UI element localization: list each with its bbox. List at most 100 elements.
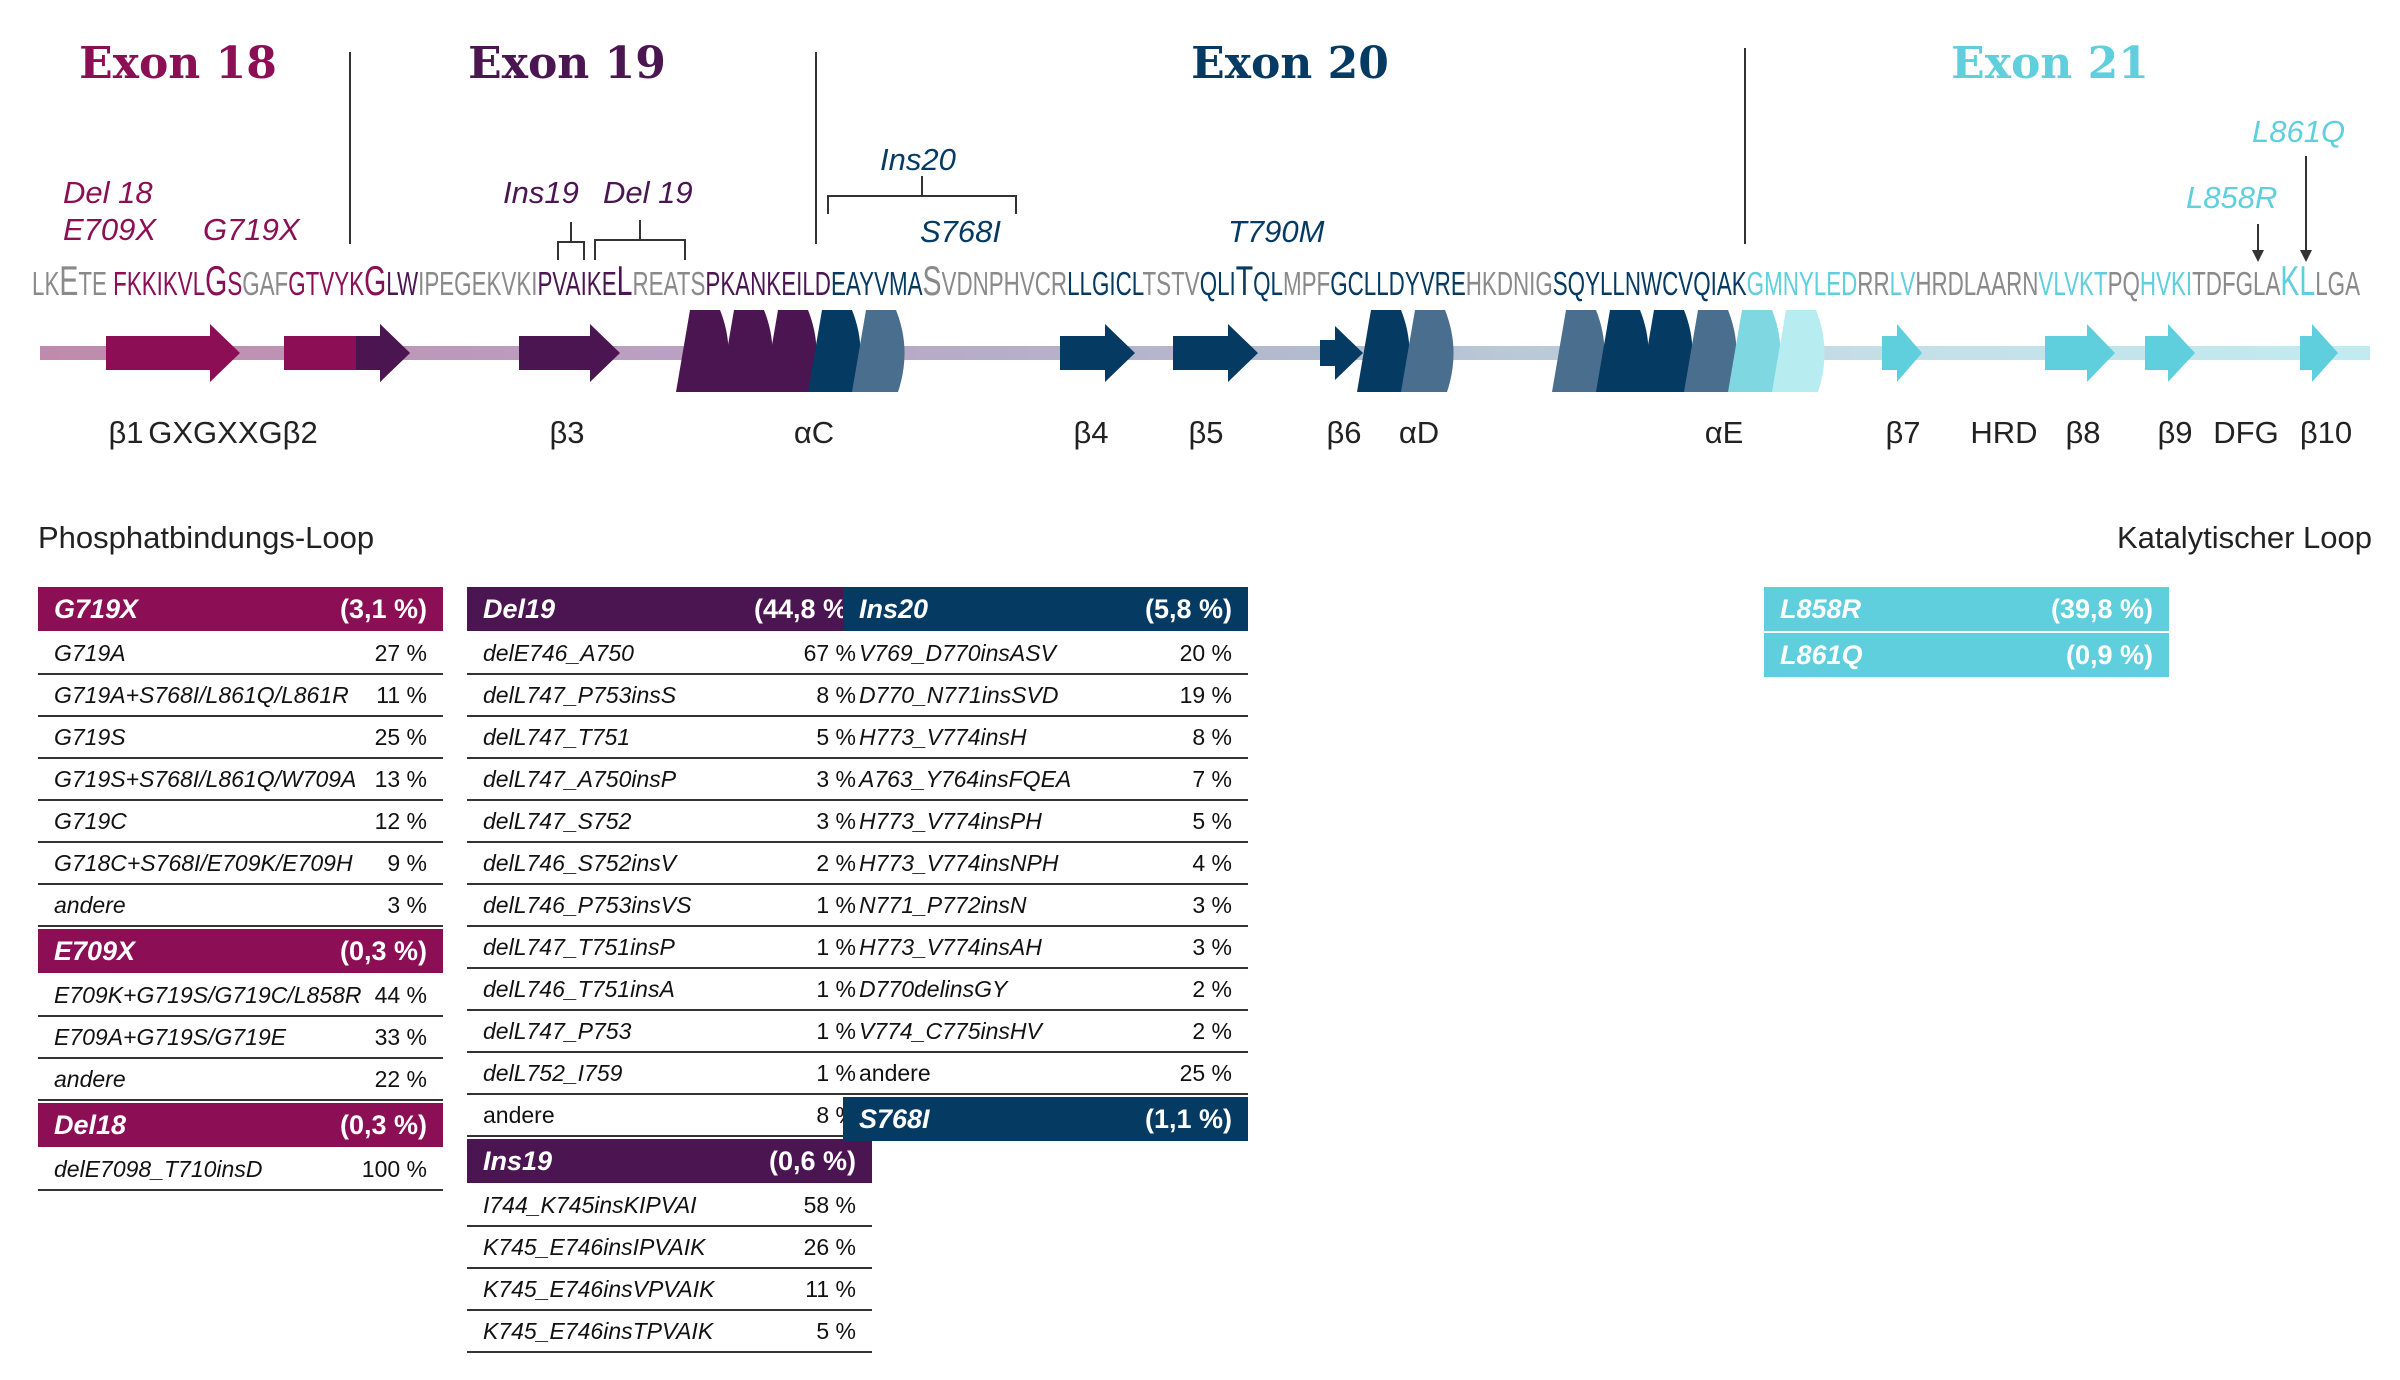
variant-name: D770_N771insSVD (859, 681, 1059, 708)
table-row: G719C 12 % (38, 801, 443, 843)
variant-percentage: 12 % (374, 807, 427, 834)
table-row: G719A+S768I/L861Q/L861R 11 % (38, 675, 443, 717)
table-row: K745_E746insIPVAIK 26 % (467, 1227, 872, 1269)
sequence-segment: GMNYLED (1747, 265, 1858, 302)
mutation-group: L861Q (0,9 %) (1764, 633, 2169, 677)
sequence-segment: VDNPHVCR (942, 265, 1068, 302)
beta-strands (106, 324, 2338, 382)
mutation-e709x-label: E709X (63, 212, 157, 247)
variant-name: D770delinsGY (859, 975, 1008, 1002)
variant-name: delL747_A750insP (483, 765, 677, 792)
sequence-segment: HRDLAARN (1915, 265, 2038, 302)
variant-name: G719S+S768I/L861Q/W709A (54, 765, 357, 792)
mutation-group-percentage: (44,8 %) (753, 593, 856, 624)
mutation-group-header: Ins20 (5,8 %) (843, 587, 1248, 631)
exon-20-title: Exon 20 (1191, 38, 1389, 89)
variant-name: delL746_T751insA (483, 975, 675, 1002)
sequence-segment: L (617, 257, 633, 304)
table-row: andere 22 % (38, 1059, 443, 1101)
variant-percentage: 3 % (816, 807, 856, 834)
variant-name: H773_V774insH (859, 723, 1027, 750)
mutation-ins20-label: Ins20 (880, 142, 956, 177)
helix-ae (1552, 310, 1825, 392)
table-row: A763_Y764insFQEA 7 % (843, 759, 1248, 801)
variant-percentage: 1 % (816, 975, 856, 1002)
beta-strand-b6 (1320, 326, 1363, 380)
variant-percentage: 3 % (816, 765, 856, 792)
mutation-group: Ins19 (0,6 %) I744_K745insKIPVAI 58 % K745_E… (467, 1139, 872, 1353)
table-row: G718C+S768I/E709K/E709H 9 % (38, 843, 443, 885)
table-row: delE7098_T710insD 100 % (38, 1149, 443, 1191)
sequence-segment: RR (1857, 265, 1889, 302)
mutation-l858r-label: L858R (2186, 180, 2277, 215)
sequence-segment: G (205, 257, 227, 304)
ss-label-b6: β6 (1326, 415, 1361, 450)
exon-18-title: Exon 18 (79, 38, 277, 89)
variant-name: andere (859, 1059, 931, 1086)
variant-name: andere (483, 1101, 555, 1128)
table-row: E709A+G719S/G719E 33 % (38, 1017, 443, 1059)
beta-strand-b1 (106, 324, 240, 382)
variant-name: G719S (54, 723, 126, 750)
mutation-group: L858R (39,8 %) (1764, 587, 2169, 631)
mutation-group-name: Del18 (54, 1109, 127, 1140)
table-row: andere 25 % (843, 1053, 1248, 1095)
variant-percentage: 33 % (374, 1023, 427, 1050)
mutation-group-name: Ins20 (859, 593, 929, 624)
sequence-segment: IPEGEKVKI (418, 265, 537, 302)
beta-strand-b8 (2045, 324, 2115, 382)
table-row: D770delinsGY 2 % (843, 969, 1248, 1011)
mutation-group-header: Del19 (44,8 %) (467, 587, 872, 631)
ss-label-b7: β7 (1885, 415, 1920, 450)
table-row: delL747_P753insS 8 % (467, 675, 872, 717)
table-row: delL746_T751insA 1 % (467, 969, 872, 1011)
sequence-segment: VLVKT (2038, 265, 2107, 302)
variant-name: andere (54, 891, 126, 918)
ss-label-dfg: DFG (2213, 415, 2278, 450)
sequence-segment: S (227, 265, 242, 302)
variant-name: delL752_I759 (483, 1059, 623, 1086)
variant-percentage: 1 % (816, 891, 856, 918)
table-row: G719A 27 % (38, 633, 443, 675)
table-row: H773_V774insNPH 4 % (843, 843, 1248, 885)
ss-label-b3: β3 (549, 415, 584, 450)
sequence-segment: PKANKEILD (705, 265, 831, 302)
variant-name: K745_E746insIPVAIK (483, 1233, 706, 1260)
phosphate-loop-label: Phosphatbindungs-Loop (38, 520, 375, 555)
mutation-group-header: L861Q (0,9 %) (1764, 633, 2169, 677)
variant-percentage: 1 % (816, 1017, 856, 1044)
variant-percentage: 100 % (361, 1155, 427, 1182)
catalytic-loop-label: Katalytischer Loop (2116, 520, 2372, 555)
helix-ac (676, 310, 905, 392)
sequence-segment: GTVYK (288, 265, 364, 302)
sequence-segment: S (923, 257, 942, 304)
variant-name: G719A+S768I/L861Q/L861R (54, 681, 349, 708)
variant-percentage: 26 % (803, 1233, 856, 1260)
variant-name: V774_C775insHV (859, 1017, 1042, 1044)
variant-percentage: 3 % (1192, 891, 1232, 918)
sequence-segment: SQYLLNWCVQIAK (1553, 265, 1747, 302)
variant-name: E709K+G719S/G719C/L858R (54, 981, 362, 1008)
alpha-helices (676, 310, 1825, 392)
variant-percentage: 58 % (803, 1191, 856, 1218)
mutation-group-percentage: (39,8 %) (2050, 593, 2153, 624)
variant-percentage: 2 % (1192, 1017, 1232, 1044)
variant-name: delL746_S752insV (483, 849, 677, 876)
sequence-segment: TSTV (1143, 265, 1200, 302)
variant-name: delL747_P753insS (483, 681, 677, 708)
ss-label-b8: β8 (2065, 415, 2100, 450)
variant-percentage: 1 % (816, 1059, 856, 1086)
beta-strand-b5 (1173, 324, 1258, 382)
variant-name: delL747_S752 (483, 807, 632, 834)
variant-percentage: 27 % (374, 639, 427, 666)
mutation-group: Del18 (0,3 %) delE7098_T710insD 100 % (38, 1103, 443, 1191)
mutation-group-name: S768I (859, 1103, 930, 1134)
mutation-group-name: Del19 (483, 593, 556, 624)
variant-percentage: 5 % (816, 1317, 856, 1344)
table-row: K745_E746insVPVAIK 11 % (467, 1269, 872, 1311)
exon18-mutation-table: G719X (3,1 %) G719A 27 % G719A+S768I/L861Q/L… (38, 587, 443, 1191)
sequence-segment: LGA (2315, 265, 2360, 302)
variant-name: delL747_P753 (483, 1017, 632, 1044)
sequence-segment: TDFGLA (2192, 265, 2280, 302)
